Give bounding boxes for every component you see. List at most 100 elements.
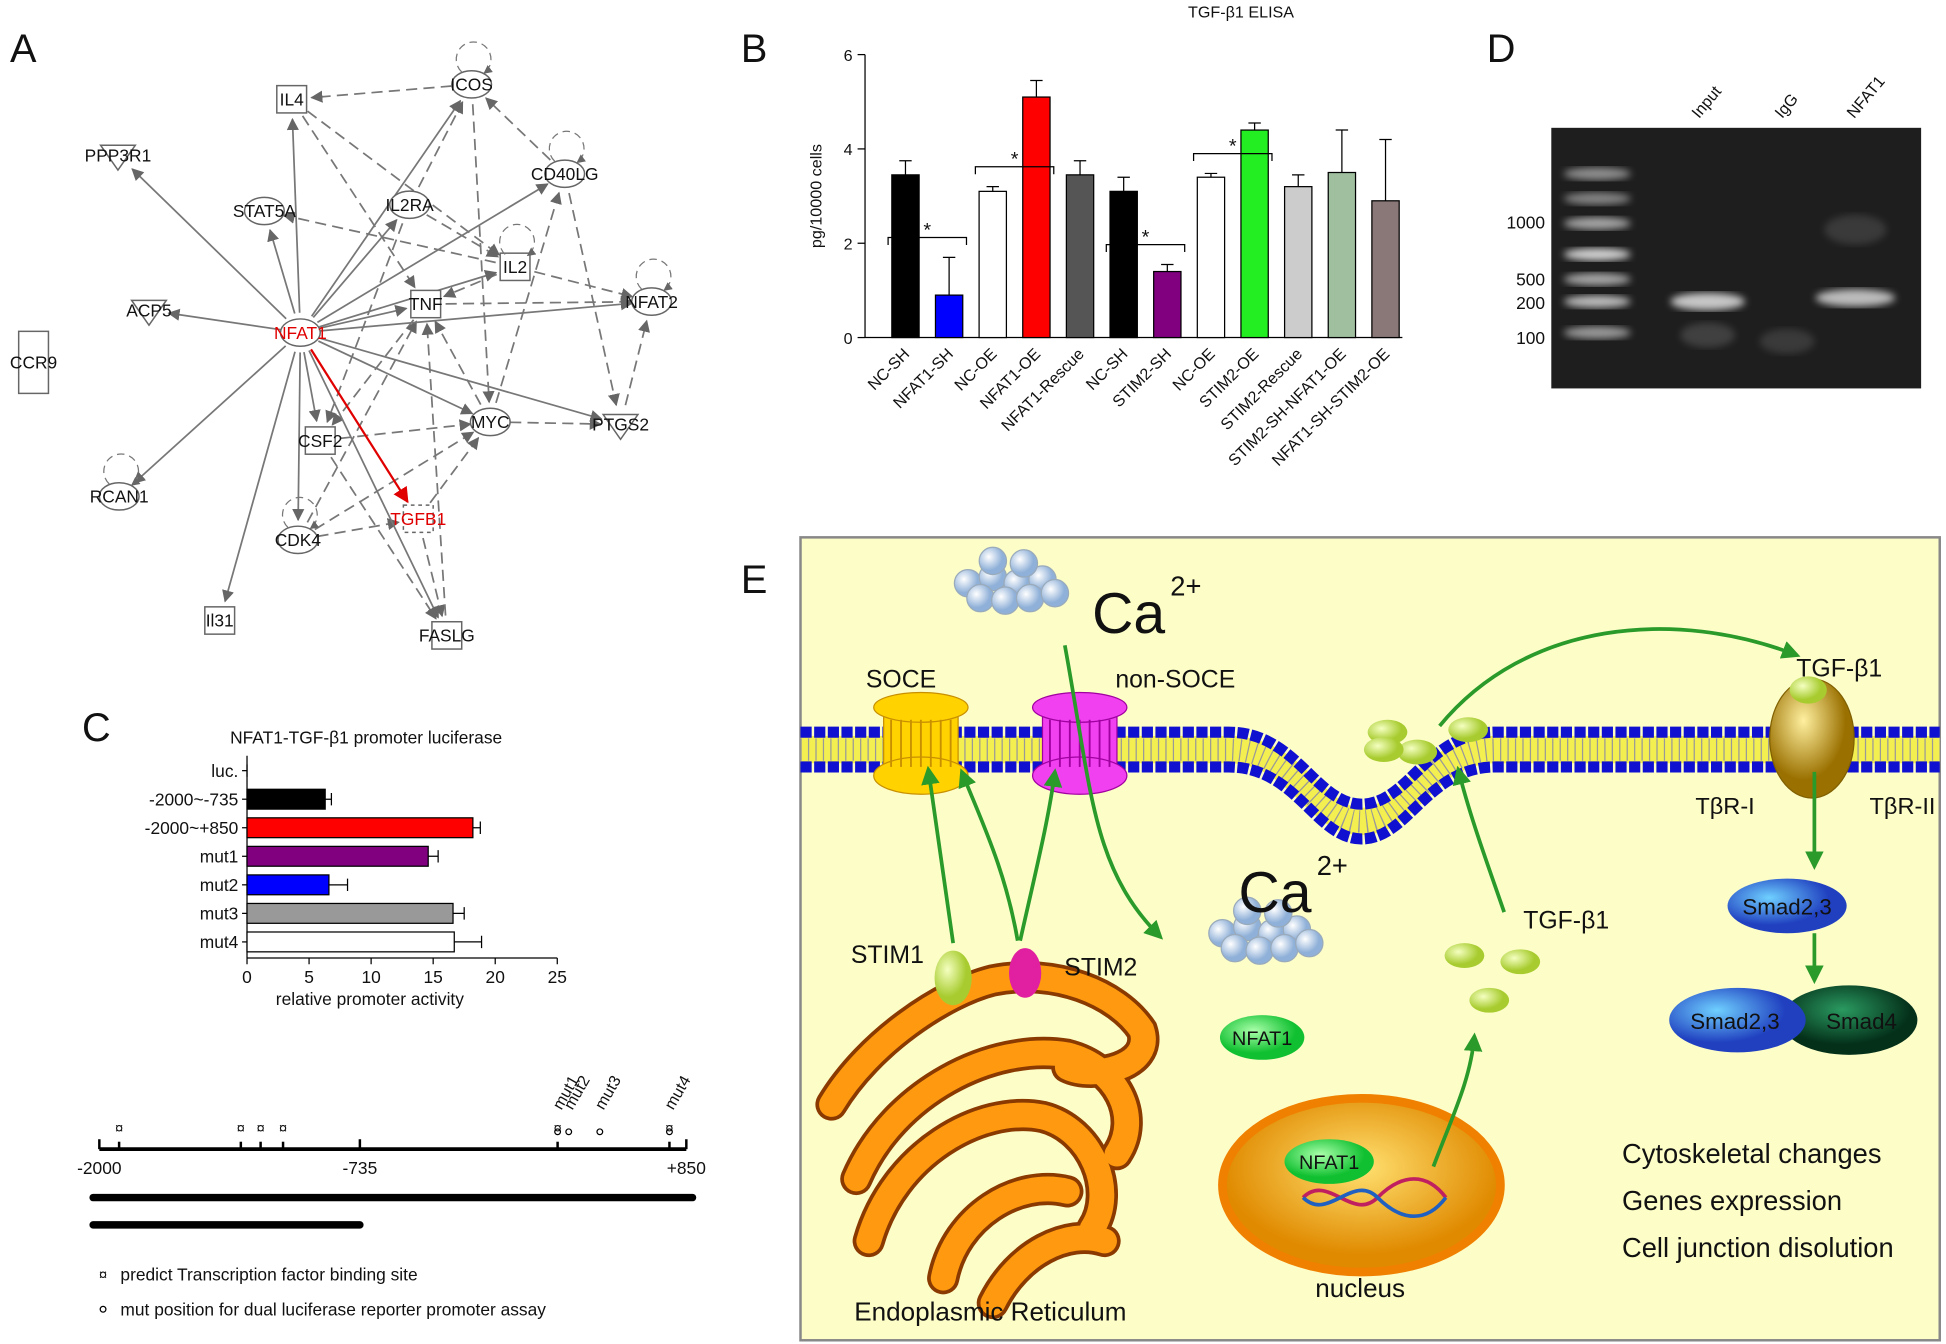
network-edge (434, 320, 482, 405)
channel-label: non-SOCE (1115, 667, 1235, 694)
channel (1031, 691, 1128, 723)
network-edge (429, 436, 480, 504)
legend-symbol: ¤ (99, 1267, 107, 1283)
bar (246, 788, 326, 810)
node-shape (243, 196, 285, 226)
node-shape (410, 289, 442, 319)
x-tick-label: 5 (304, 967, 314, 987)
error-bar (986, 186, 999, 192)
network-edge (568, 192, 620, 407)
network-edge (282, 211, 496, 264)
membrane-tails (800, 738, 1940, 833)
node-label: STAT5A (233, 201, 296, 221)
arrow (1438, 627, 1801, 728)
error-bar (1161, 263, 1174, 272)
node-label: ACP5 (126, 300, 171, 320)
bar (1109, 190, 1138, 339)
error-bar (428, 850, 439, 863)
y-tick-label: mut4 (200, 932, 239, 952)
arrow (1018, 768, 1063, 942)
tgf-vesicle (1363, 737, 1404, 762)
bar (246, 902, 454, 924)
network-edge (167, 308, 281, 331)
bar (246, 931, 455, 953)
node-label: NFAT2 (625, 292, 678, 312)
error-bar (1335, 129, 1349, 173)
network-edge (317, 340, 474, 415)
network-edge (534, 270, 634, 300)
network-edge (133, 345, 287, 484)
nucleus (1218, 1093, 1505, 1277)
network-edge (471, 104, 495, 404)
gel-band (1563, 167, 1631, 180)
gel-band (1563, 273, 1631, 286)
bar (246, 845, 429, 867)
network-edge (319, 304, 408, 330)
bar (1065, 174, 1095, 339)
endoplasmic-reticulum (980, 1225, 1117, 1316)
map-tick-label: -735 (343, 1158, 378, 1178)
mutation-label: mut3 (591, 1073, 625, 1113)
endoplasmic-reticulum (843, 1040, 1139, 1192)
network-edge (320, 298, 634, 332)
marker-label: 200 (1516, 293, 1545, 313)
legend-text: predict Transcription factor binding sit… (120, 1265, 417, 1285)
node-shape (451, 69, 493, 99)
calcium-ion (978, 546, 1008, 576)
y-tick-label: 6 (844, 47, 853, 65)
gel-band (1759, 328, 1815, 354)
ligand-label: TGF-β1 (1796, 655, 1882, 682)
gel-band (1824, 214, 1887, 245)
calcium-ion (1245, 936, 1274, 965)
tgf-vesicle (1500, 949, 1541, 975)
channel (873, 691, 969, 723)
y-tick-label: 0 (844, 330, 853, 348)
panel-label: E (741, 558, 767, 602)
y-tick-label: -2000~+850 (145, 818, 239, 838)
calcium-ion (1009, 549, 1039, 578)
network-edge (445, 295, 633, 308)
x-tick-label: 20 (486, 967, 505, 987)
y-tick-label: mut1 (200, 846, 239, 866)
smad4 (1780, 985, 1918, 1055)
node-shape (630, 287, 673, 316)
calcium-ion (966, 583, 995, 613)
self-loop (499, 223, 537, 257)
membrane-heads (800, 761, 1940, 845)
significance-bracket (1105, 243, 1186, 253)
network-edge (417, 100, 464, 188)
map-tick-label: +850 (667, 1158, 706, 1178)
receptor-label: TβR-I (1695, 793, 1754, 819)
network-edge (292, 352, 305, 522)
node-shape (388, 190, 431, 220)
node-label: RCAN1 (90, 487, 149, 507)
receptor-label: TβR-II (1870, 793, 1936, 819)
node-label: ICOS (450, 75, 492, 95)
error-bar (1379, 138, 1392, 201)
legend-text: mut position for dual luciferase reporte… (120, 1299, 546, 1319)
y-axis-title: pg/10000 cells (808, 144, 826, 248)
node-label: CDK4 (275, 530, 322, 550)
membrane-heads (800, 726, 1940, 810)
node-label: IL2RA (385, 195, 434, 215)
network-edge (316, 183, 549, 324)
outcome-text: Genes expression (1622, 1185, 1842, 1216)
arrow (921, 765, 955, 944)
bar (1240, 129, 1269, 339)
node-shape (17, 330, 50, 395)
bar (891, 174, 920, 339)
significance-label: * (923, 219, 931, 241)
self-loop (103, 453, 141, 486)
node-shape (601, 413, 640, 441)
marker-label: 500 (1516, 269, 1545, 289)
bar (1022, 96, 1051, 339)
node-label: PPP3R1 (85, 145, 152, 165)
calcium-text: Ca (1092, 582, 1165, 646)
error-bar (1248, 122, 1261, 131)
mutation-site (596, 1128, 604, 1136)
lane-label: IgG (1771, 90, 1802, 121)
binding-site: ¤ (115, 1121, 123, 1137)
nucleus-label: nucleus (1315, 1273, 1405, 1303)
node-shape (469, 407, 511, 437)
error-bar (328, 878, 349, 892)
